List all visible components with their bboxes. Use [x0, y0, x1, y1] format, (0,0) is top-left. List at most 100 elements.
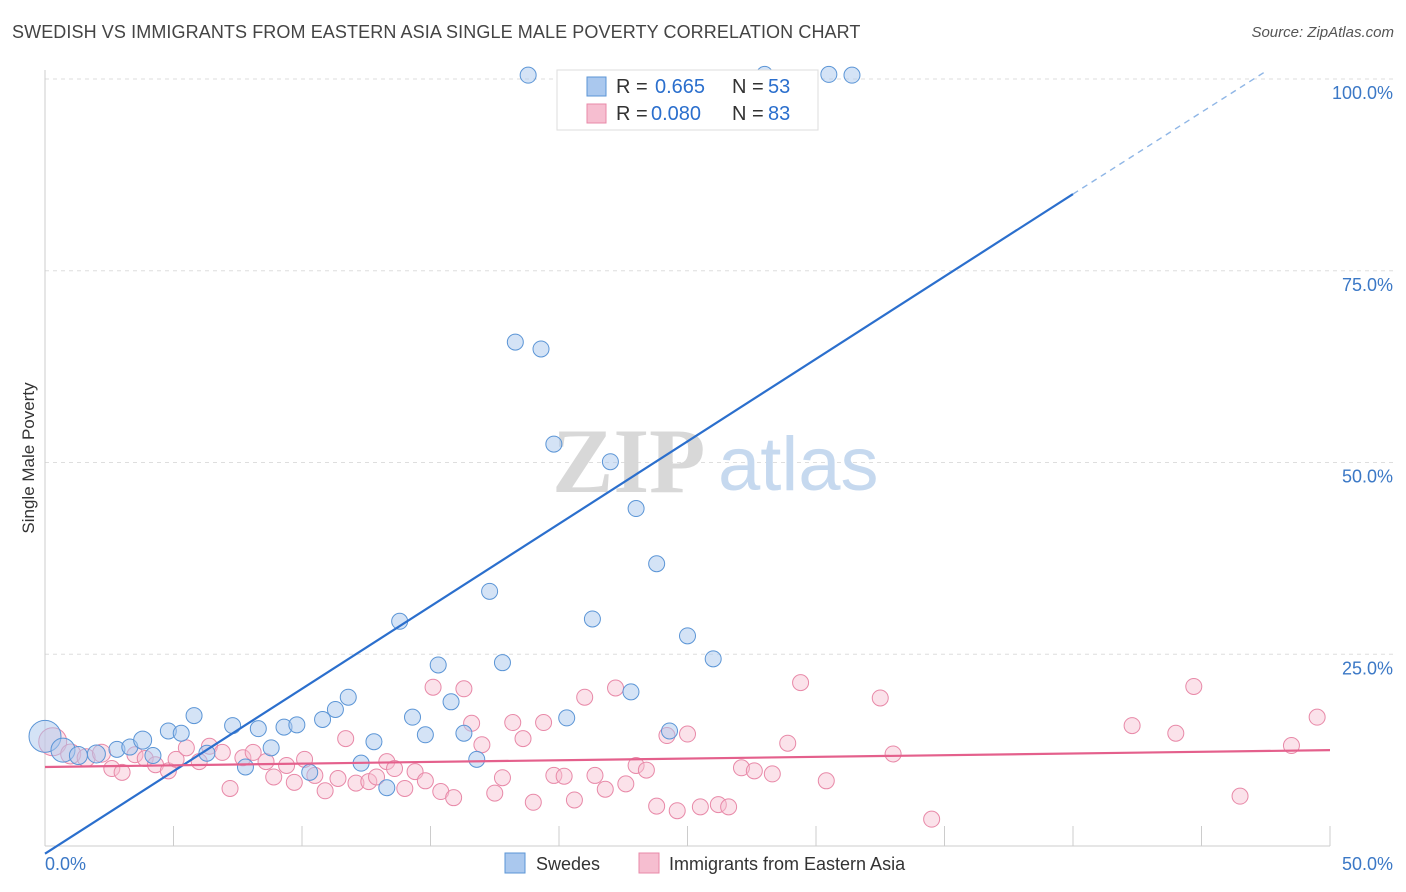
legend-n-label-2: N =	[732, 103, 764, 125]
swedes-point-29	[442, 693, 460, 711]
bottom-legend-label-swedes: Swedes	[536, 854, 600, 874]
immigrants-point-78	[1308, 708, 1326, 726]
immigrants-point-55	[627, 756, 645, 774]
swedes-point-2	[68, 745, 88, 765]
swedes-point-33	[493, 654, 511, 672]
swedes-point-10	[185, 707, 203, 725]
swedes-point-36	[532, 340, 550, 358]
swedes-points	[28, 65, 861, 797]
immigrants-point-29	[368, 768, 386, 786]
watermark-atlas: atlas	[718, 422, 879, 507]
bottom-legend-swatch-immigrants	[638, 852, 660, 874]
immigrants-point-67	[779, 734, 797, 752]
swedes-point-21	[339, 688, 357, 706]
swedes-point-27	[416, 726, 434, 744]
immigrants-point-62	[709, 796, 727, 814]
immigrants-point-60	[679, 725, 696, 743]
immigrants-point-76	[1231, 787, 1249, 805]
swedes-point-18	[301, 763, 319, 781]
swedes-point-12	[224, 717, 242, 735]
swedes-point-35	[519, 66, 537, 84]
immigrants-point-19	[265, 768, 283, 786]
legend-r-label-2: R =	[616, 103, 648, 125]
swedes-point-13	[236, 758, 254, 776]
bottom-legend-label-immigrants: Immigrants from Eastern Asia	[669, 854, 906, 874]
swedes-point-15	[262, 739, 280, 757]
immigrants-point-74	[1167, 724, 1185, 742]
correlation-legend: R = 0.665 N = 53 R = 0.080 N = 83	[556, 69, 819, 131]
swedes-point-48	[820, 65, 838, 83]
immigrants-point-63	[720, 798, 738, 816]
swedes-point-42	[627, 500, 645, 518]
swedes-point-23	[365, 733, 383, 751]
watermark: ZIP atlas	[552, 410, 879, 512]
immigrants-point-38	[455, 680, 473, 698]
immigrants-point-37	[445, 789, 463, 807]
immigrants-point-52	[596, 780, 614, 798]
swedes-point-44	[661, 722, 679, 740]
swedes-point-39	[583, 610, 601, 628]
legend-n-value-2: 83	[768, 103, 790, 125]
swedes-point-45	[679, 627, 696, 645]
immigrants-points	[38, 674, 1326, 828]
immigrants-point-46	[535, 714, 553, 732]
swedes-point-6	[133, 730, 153, 750]
immigrants-point-20	[278, 756, 296, 774]
swedes-point-40	[601, 453, 619, 471]
immigrants-point-11	[177, 739, 195, 757]
y-tick-label-3: 25.0%	[1342, 658, 1393, 678]
legend-n-label-1: N =	[732, 76, 764, 98]
immigrants-trend-line	[44, 749, 1331, 769]
immigrants-point-71	[884, 745, 902, 763]
swedes-point-26	[404, 708, 422, 726]
y-tick-label-1: 75.0%	[1342, 275, 1393, 295]
immigrants-point-31	[386, 760, 404, 778]
swedes-trend-extension	[1072, 70, 1267, 195]
swedes-point-49	[843, 66, 861, 84]
immigrants-point-25	[329, 770, 347, 788]
immigrants-point-70	[871, 689, 889, 707]
x-tick-labels: 0.0% 50.0%	[45, 854, 1393, 874]
immigrants-point-59	[668, 802, 686, 820]
immigrants-point-61	[691, 798, 709, 816]
watermark-zip: ZIP	[552, 410, 705, 512]
swedes-point-19	[314, 710, 332, 728]
immigrants-point-57	[648, 797, 666, 815]
immigrants-point-35	[424, 678, 442, 696]
x-tick-label-1: 50.0%	[1342, 854, 1393, 874]
grid-lines	[45, 78, 1395, 655]
immigrants-point-4	[103, 760, 121, 778]
immigrants-point-68	[792, 674, 810, 692]
legend-r-value-2: 0.080	[651, 103, 701, 125]
swedes-point-46	[704, 650, 722, 668]
immigrants-point-64	[732, 759, 750, 777]
swedes-point-30	[455, 724, 473, 742]
swedes-point-24	[378, 779, 396, 797]
immigrants-point-43	[504, 714, 522, 732]
immigrants-point-72	[923, 810, 941, 828]
legend-r-value-1: 0.665	[655, 76, 705, 98]
bottom-legend-swatch-swedes	[504, 852, 526, 874]
immigrants-point-40	[473, 736, 491, 754]
swedes-point-7	[144, 746, 162, 764]
immigrants-point-32	[396, 779, 414, 797]
swedes-trend-line	[44, 193, 1074, 855]
immigrants-point-53	[607, 679, 625, 697]
immigrants-point-50	[576, 688, 594, 706]
immigrants-point-44	[514, 730, 532, 748]
swedes-point-11	[198, 744, 216, 762]
immigrants-point-75	[1185, 677, 1203, 695]
y-tick-labels: 100.0% 75.0% 50.0% 25.0%	[1332, 83, 1393, 678]
legend-swatch-swedes	[586, 76, 607, 97]
y-tick-label-0: 100.0%	[1332, 83, 1393, 103]
swedes-point-14	[249, 720, 267, 738]
y-axis-title: Single Male Poverty	[19, 382, 38, 534]
immigrants-point-5	[113, 763, 131, 781]
swedes-point-31	[468, 750, 486, 768]
swedes-point-17	[288, 716, 306, 734]
immigrants-point-21	[285, 773, 303, 791]
immigrants-point-56	[637, 761, 655, 779]
y-tick-label-2: 50.0%	[1342, 467, 1393, 487]
immigrants-point-14	[213, 743, 231, 761]
